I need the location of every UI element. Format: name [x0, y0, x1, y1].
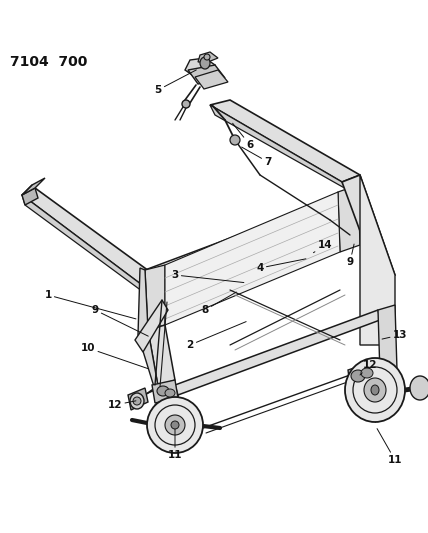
- Polygon shape: [360, 175, 395, 345]
- Text: 10: 10: [81, 343, 148, 369]
- Ellipse shape: [371, 385, 379, 395]
- Ellipse shape: [130, 393, 144, 409]
- Polygon shape: [150, 222, 354, 308]
- Ellipse shape: [361, 368, 373, 378]
- Text: 9: 9: [92, 305, 148, 336]
- Polygon shape: [175, 310, 380, 395]
- Polygon shape: [195, 70, 228, 89]
- Ellipse shape: [204, 54, 210, 60]
- Polygon shape: [22, 178, 45, 195]
- Polygon shape: [145, 195, 350, 282]
- Polygon shape: [378, 305, 397, 375]
- Ellipse shape: [165, 389, 175, 397]
- Text: 1: 1: [45, 290, 136, 319]
- Polygon shape: [342, 175, 395, 280]
- Polygon shape: [135, 300, 168, 352]
- Ellipse shape: [230, 135, 240, 145]
- Text: 6: 6: [232, 123, 254, 150]
- Polygon shape: [148, 325, 175, 386]
- Polygon shape: [210, 100, 360, 182]
- Polygon shape: [145, 265, 165, 330]
- Polygon shape: [348, 362, 375, 386]
- Ellipse shape: [171, 421, 179, 429]
- Ellipse shape: [345, 358, 405, 422]
- Text: 2: 2: [186, 321, 246, 350]
- Ellipse shape: [351, 370, 365, 382]
- Text: 13: 13: [382, 330, 407, 340]
- Polygon shape: [138, 268, 158, 390]
- Polygon shape: [152, 236, 355, 320]
- Text: 14: 14: [313, 240, 332, 253]
- Text: 12: 12: [360, 360, 377, 375]
- Polygon shape: [22, 195, 165, 308]
- Text: 7: 7: [242, 147, 272, 167]
- Ellipse shape: [364, 378, 386, 402]
- Polygon shape: [338, 185, 360, 252]
- Text: 7104  700: 7104 700: [10, 55, 87, 69]
- Text: 3: 3: [171, 270, 244, 282]
- Text: 12: 12: [108, 400, 136, 410]
- Text: 11: 11: [377, 429, 402, 465]
- Polygon shape: [210, 105, 348, 190]
- Ellipse shape: [182, 100, 190, 108]
- Text: 9: 9: [346, 244, 354, 267]
- Polygon shape: [128, 388, 148, 410]
- Polygon shape: [155, 390, 182, 435]
- Ellipse shape: [157, 386, 169, 396]
- Text: 8: 8: [202, 292, 236, 315]
- Text: 4: 4: [256, 259, 306, 273]
- Polygon shape: [198, 52, 218, 62]
- Text: 5: 5: [155, 70, 196, 95]
- Ellipse shape: [165, 415, 185, 435]
- Polygon shape: [165, 192, 340, 325]
- Polygon shape: [22, 188, 175, 300]
- Ellipse shape: [133, 397, 141, 405]
- Polygon shape: [148, 210, 352, 295]
- Polygon shape: [22, 188, 38, 205]
- Text: 11: 11: [168, 429, 182, 460]
- Polygon shape: [185, 58, 215, 77]
- Ellipse shape: [200, 57, 210, 69]
- Polygon shape: [188, 65, 225, 84]
- Ellipse shape: [410, 376, 428, 400]
- Polygon shape: [152, 380, 178, 403]
- Ellipse shape: [147, 397, 203, 453]
